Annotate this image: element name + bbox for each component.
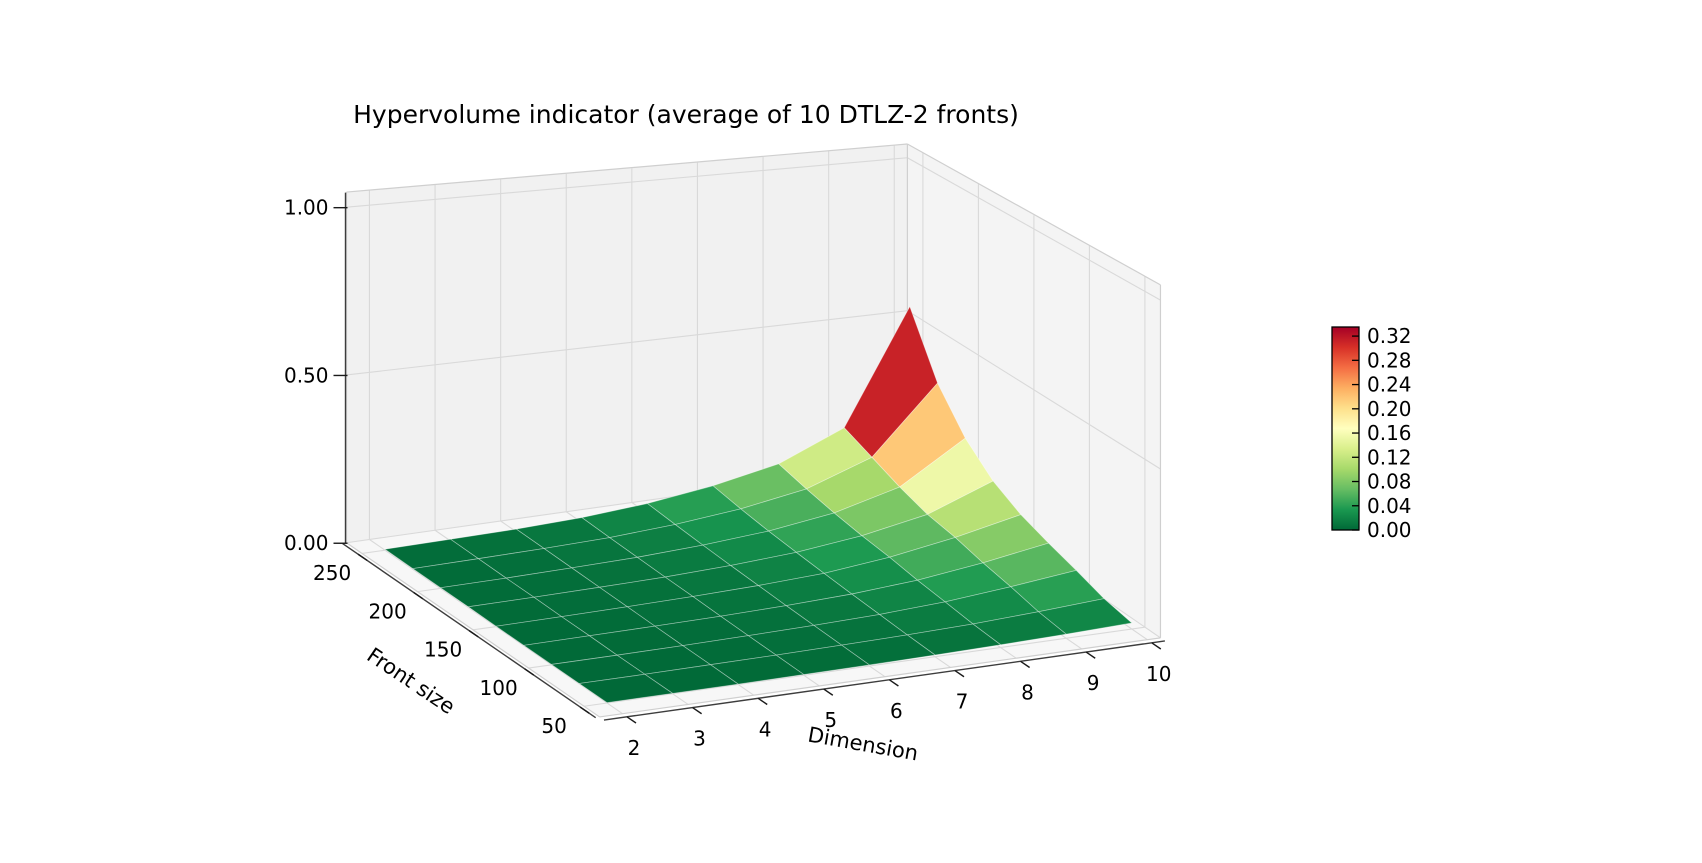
y-tick-label: 150	[424, 638, 462, 662]
surface-face	[710, 654, 805, 685]
box-top-left-edge	[346, 143, 908, 193]
x-tick	[1151, 642, 1162, 650]
surface-face	[384, 538, 479, 570]
colorbar-bar	[1331, 326, 1360, 531]
surface	[384, 306, 1133, 704]
chart-title: Hypervolume indicator (average of 10 DTL…	[353, 100, 1019, 129]
left-wall-gridline	[346, 157, 908, 208]
x-tick	[823, 688, 834, 696]
colorbar-tick-label: 0.16	[1367, 421, 1412, 445]
colorbar-tick-label: 0.00	[1367, 518, 1412, 542]
x-tick-label: 9	[1087, 671, 1100, 695]
right-wall-gridline	[907, 310, 1161, 470]
x-axis-line	[603, 640, 1165, 721]
x-tick	[1085, 651, 1096, 659]
x-tick	[954, 669, 965, 678]
floor-front-edge	[599, 637, 1161, 718]
y-tick-label: 200	[369, 599, 407, 623]
surface-face	[758, 572, 853, 607]
x-tick-label: 4	[759, 717, 772, 741]
colorbar-tick-label: 0.20	[1367, 397, 1412, 421]
floor-left-edge	[346, 542, 600, 718]
y-tick	[524, 668, 535, 676]
z-tick-label: 0.50	[284, 363, 329, 387]
x-tick-label: 3	[693, 727, 706, 751]
y-tick	[579, 706, 590, 714]
surface-face	[906, 623, 1001, 656]
x-tick	[888, 679, 899, 687]
x-tick-label: 7	[956, 690, 969, 714]
colorbar-tick-label: 0.12	[1367, 445, 1412, 469]
z-tick-label: 1.00	[284, 196, 329, 220]
y-tick	[413, 591, 424, 600]
x-tick-label: 8	[1021, 680, 1034, 704]
surface-face	[747, 624, 843, 656]
colorbar-tick-label: 0.24	[1367, 373, 1412, 397]
colorbar-tick-label: 0.08	[1367, 470, 1412, 494]
x-tick-label: 2	[628, 736, 641, 760]
y-tick	[468, 630, 479, 638]
x-tick-label: 6	[890, 699, 903, 723]
x-tick	[692, 706, 703, 715]
box-top-right-edge	[907, 143, 1161, 286]
surface-face	[954, 514, 1049, 564]
y-tick-label: 50	[541, 714, 566, 738]
colorbar-tick-label: 0.32	[1367, 324, 1412, 348]
ticks: 2 3 4 5 6 7 8 9 10 50 100 150 200 250 0.00 0.50 1.00	[284, 196, 1171, 760]
surface-face	[972, 611, 1067, 646]
colorbar-tick-label: 0.28	[1367, 348, 1412, 372]
x-tick	[757, 697, 768, 706]
z-tick-label: 0.00	[284, 531, 329, 555]
surface-face	[841, 634, 936, 666]
y-tick	[357, 553, 368, 562]
y-tick-label: 100	[480, 676, 518, 700]
surface-face	[561, 606, 656, 637]
x-tick	[626, 716, 637, 724]
colorbar-tick-label: 0.04	[1367, 494, 1412, 518]
x-tick-label: 10	[1146, 662, 1171, 686]
y-tick-label: 250	[313, 561, 351, 585]
floor-gridline	[583, 626, 1145, 707]
x-tick-label: 5	[824, 708, 837, 732]
surface-face	[644, 664, 739, 694]
surface-face	[599, 576, 694, 608]
colorbar: 0.000.040.080.120.160.200.240.280.32	[1331, 324, 1412, 542]
right-wall-gridline	[907, 157, 1161, 301]
x-tick	[1020, 660, 1031, 669]
surface-face	[805, 456, 901, 514]
left-wall-gridline	[346, 310, 908, 376]
surface-face	[578, 673, 673, 704]
